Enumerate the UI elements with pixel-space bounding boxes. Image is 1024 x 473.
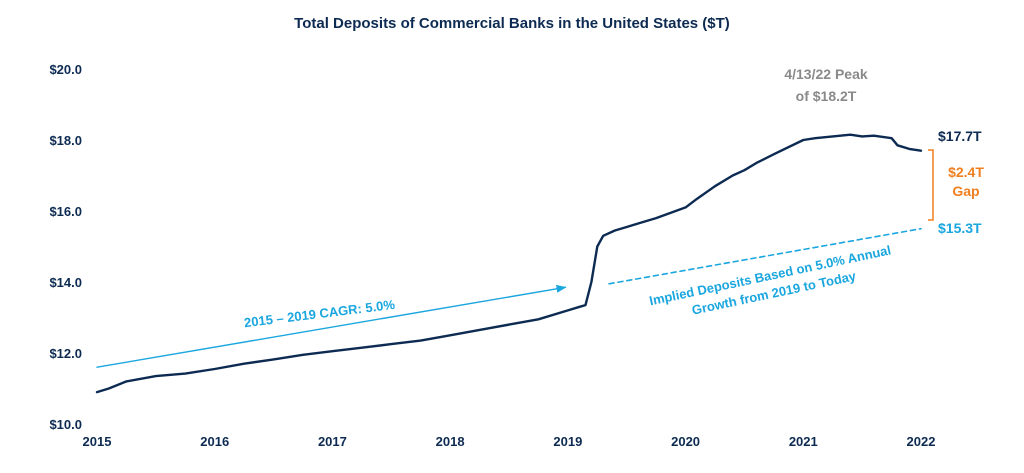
current-value-label: $17.7T	[938, 128, 982, 144]
chart-title: Total Deposits of Commercial Banks in th…	[294, 15, 730, 32]
x-tick-label: 2015	[83, 434, 112, 449]
y-tick-label: $16.0	[49, 204, 82, 219]
implied-value-label: $15.3T	[938, 220, 982, 236]
y-tick-label: $14.0	[49, 275, 82, 290]
cagr-label: 2015 – 2019 CAGR: 5.0%	[243, 297, 396, 330]
gap-value-label: $2.4T	[948, 164, 984, 180]
x-tick-label: 2022	[907, 434, 936, 449]
y-tick-label: $12.0	[49, 346, 82, 361]
implied-deposits-trend-line	[608, 227, 922, 285]
y-axis-ticks: $10.0 $12.0 $14.0 $16.0 $18.0 $20.0	[49, 62, 82, 432]
peak-annotation-line1: 4/13/22 Peak	[784, 66, 868, 82]
y-tick-label: $18.0	[49, 133, 82, 148]
peak-annotation-line2: of $18.2T	[796, 88, 857, 104]
gap-bracket	[928, 149, 934, 221]
actual-deposits-line	[95, 133, 923, 394]
y-tick-label: $20.0	[49, 62, 82, 77]
series-layer	[95, 133, 923, 394]
x-tick-label: 2021	[789, 434, 818, 449]
x-tick-label: 2016	[200, 434, 229, 449]
x-axis-ticks: 2015 2016 2017 2018 2019 2020 2021 2022	[83, 434, 936, 449]
y-tick-label: $10.0	[49, 417, 82, 432]
x-tick-label: 2019	[553, 434, 582, 449]
cagr-trend-arrow	[96, 284, 567, 368]
x-tick-label: 2020	[671, 434, 700, 449]
gap-word-label: Gap	[952, 183, 979, 199]
x-tick-label: 2017	[318, 434, 347, 449]
x-tick-label: 2018	[436, 434, 465, 449]
